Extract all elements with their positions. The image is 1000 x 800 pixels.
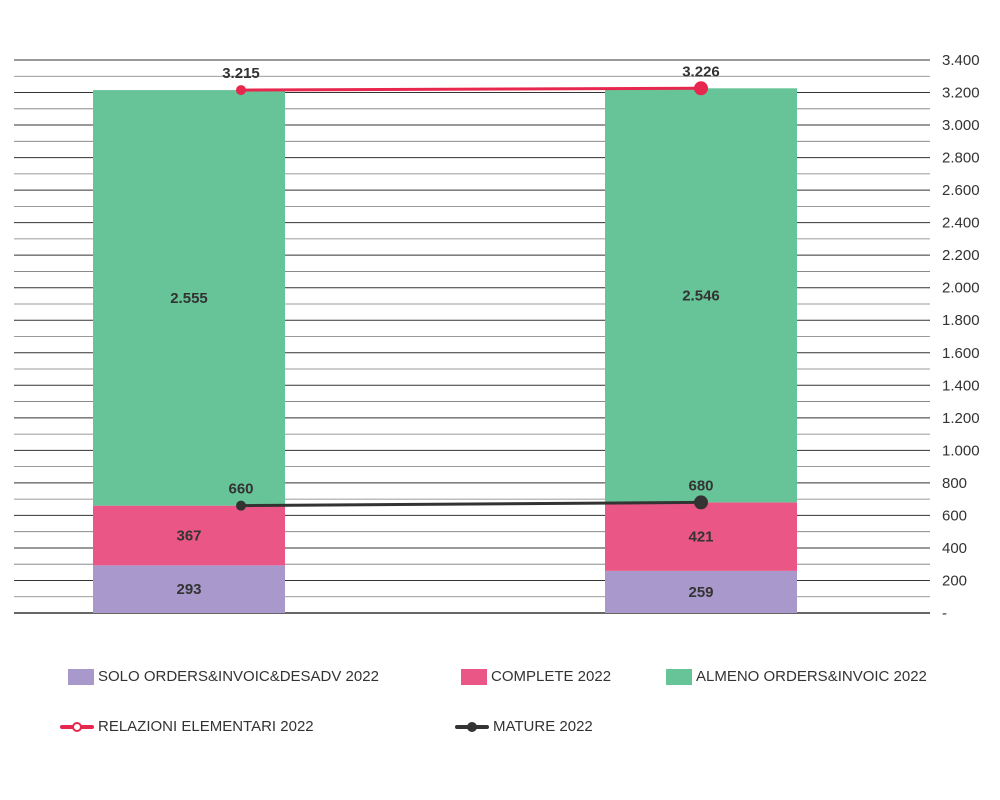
y-tick-label: 1.400	[942, 377, 980, 394]
y-tick-label: 1.000	[942, 442, 980, 459]
line-point	[694, 81, 708, 96]
line-point	[694, 495, 708, 510]
y-tick-label: 2.800	[942, 150, 980, 167]
series-line	[240, 86, 702, 92]
bar-value-label: 2.555	[170, 290, 208, 307]
line-point	[236, 85, 246, 96]
y-tick-label: 2.600	[942, 182, 980, 199]
y-tick-label: 3.000	[942, 117, 980, 134]
bar-value-label: 421	[688, 529, 713, 546]
y-tick-label: -	[942, 605, 947, 622]
bar-segment	[93, 90, 285, 506]
bar-value-label: 367	[176, 527, 201, 544]
y-tick-label: 2.200	[942, 247, 980, 264]
bar-value-label: 259	[688, 584, 713, 601]
y-tick-label: 800	[942, 475, 967, 492]
series-line	[240, 500, 702, 508]
bar-segment	[93, 505, 285, 566]
line-value-label: 3.226	[682, 63, 720, 80]
bar-value-label: 293	[176, 581, 201, 598]
y-tick-label: 1.800	[942, 312, 980, 329]
line-value-label: 3.215	[222, 65, 260, 82]
y-tick-label: 1.200	[942, 410, 980, 427]
bar-segment	[93, 565, 285, 613]
bar-value-label: 2.546	[682, 287, 720, 304]
y-tick-label: 3.400	[942, 52, 980, 69]
bar-segment	[605, 502, 797, 571]
y-tick-label: 400	[942, 540, 967, 557]
line-value-label: 680	[688, 477, 713, 494]
y-tick-label: 2.400	[942, 215, 980, 232]
line-point	[236, 500, 246, 511]
y-tick-label: 2.000	[942, 280, 980, 297]
y-tick-label: 1.600	[942, 345, 980, 362]
bar-segment	[605, 570, 797, 613]
y-tick-label: 600	[942, 507, 967, 524]
y-tick-label: 200	[942, 572, 967, 589]
y-tick-label: 3.200	[942, 85, 980, 102]
bar-segment	[605, 88, 797, 503]
line-value-label: 660	[228, 481, 253, 498]
